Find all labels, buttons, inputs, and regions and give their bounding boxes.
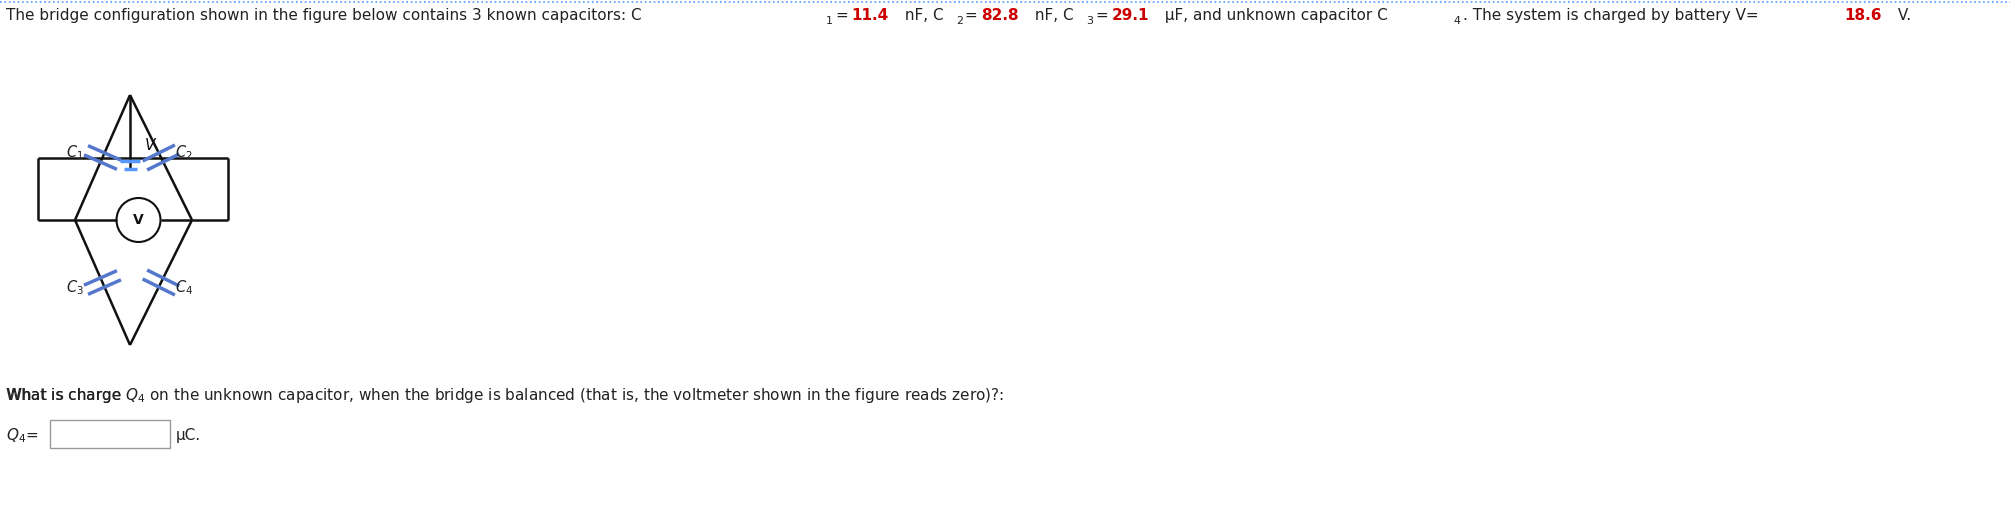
Text: 2: 2	[957, 16, 963, 26]
Text: $C_4$: $C_4$	[175, 278, 193, 297]
Text: V.: V.	[1893, 8, 1912, 23]
Text: μF, and unknown capacitor C: μF, and unknown capacitor C	[1160, 8, 1387, 23]
Text: 18.6: 18.6	[1845, 8, 1881, 23]
Text: What is charge: What is charge	[6, 388, 127, 403]
Text: . The system is charged by battery V=: . The system is charged by battery V=	[1463, 8, 1759, 23]
Text: V: V	[133, 213, 145, 227]
Text: 4: 4	[1453, 16, 1461, 26]
Text: $C_1$: $C_1$	[66, 143, 82, 162]
Text: =: =	[836, 8, 848, 23]
Text: $C_2$: $C_2$	[175, 143, 193, 162]
Text: The bridge configuration shown in the figure below contains 3 known capacitors: : The bridge configuration shown in the fi…	[6, 8, 641, 23]
Text: $V$: $V$	[145, 137, 157, 153]
Text: $C_3$: $C_3$	[66, 278, 84, 297]
Text: 1: 1	[826, 16, 834, 26]
Text: $Q_4$=: $Q_4$=	[6, 426, 38, 444]
Text: 29.1: 29.1	[1112, 8, 1150, 23]
FancyBboxPatch shape	[50, 420, 171, 448]
Text: μC.: μC.	[177, 428, 201, 443]
Text: =: =	[1095, 8, 1108, 23]
Text: 11.4: 11.4	[852, 8, 888, 23]
Text: nF, C: nF, C	[900, 8, 943, 23]
Text: What is charge $Q_4$ on the unknown capacitor, when the bridge is balanced (that: What is charge $Q_4$ on the unknown capa…	[6, 386, 1005, 405]
Text: =: =	[965, 8, 977, 23]
Text: 3: 3	[1085, 16, 1093, 26]
Text: 82.8: 82.8	[981, 8, 1019, 23]
Text: nF, C: nF, C	[1029, 8, 1073, 23]
